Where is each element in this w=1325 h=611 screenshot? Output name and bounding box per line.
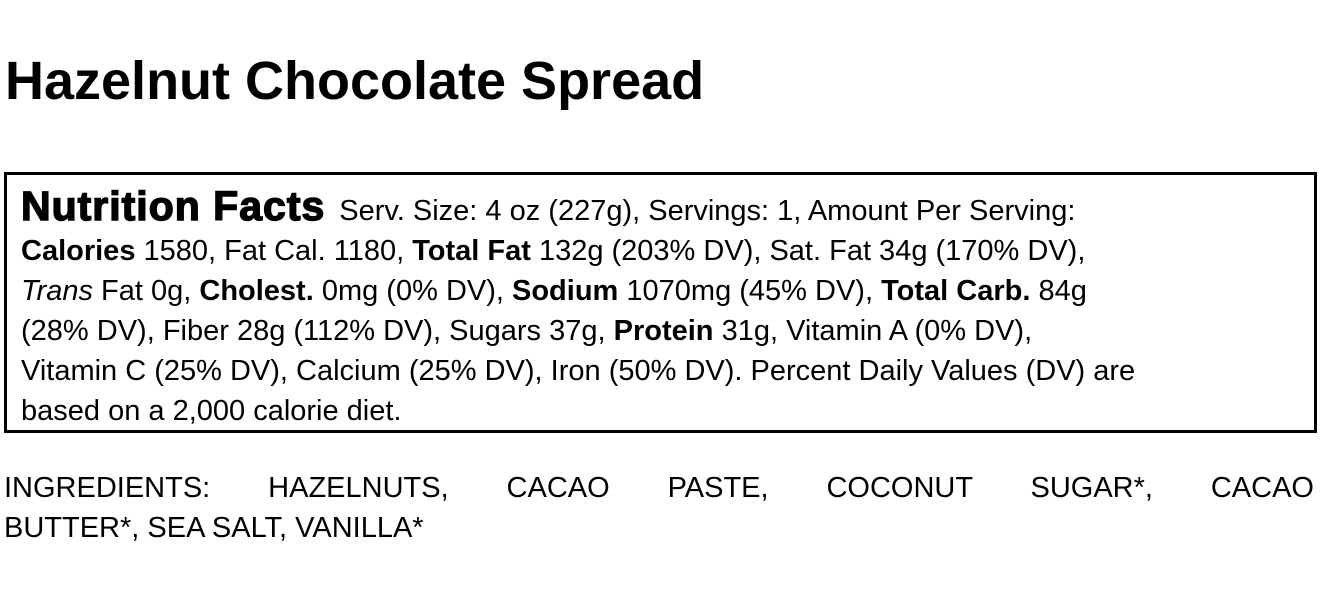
text-segment: 1070mg (45% DV),	[618, 275, 882, 307]
text-segment: 1580, Fat Cal. 1180,	[135, 235, 413, 267]
text-segment: 84g	[1030, 275, 1087, 307]
text-line: BUTTER*, SEA SALT, VANILLA*	[4, 512, 424, 544]
text-line: (28% DV), Fiber 28g (112% DV), Sugars 37…	[21, 311, 1308, 351]
text-segment: Sodium	[512, 275, 619, 307]
text-line: Nutrition Facts Serv. Size: 4 oz (227g), …	[20, 183, 1308, 231]
text-segment: Serv. Size: 4 oz (227g), Servings: 1, Am…	[339, 195, 1076, 227]
text-segment: 0mg (0% DV),	[313, 275, 512, 307]
text-segment: Protein	[613, 315, 714, 347]
nutrition-facts-panel: Nutrition Facts Serv. Size: 4 oz (227g), …	[4, 172, 1317, 433]
product-title: Hazelnut Chocolate Spread	[5, 51, 705, 111]
text-segment: Cholest.	[199, 275, 314, 307]
text-segment: Total Carb.	[881, 275, 1031, 307]
text-segment: Vitamin C (25% DV), Calcium (25% DV), Ir…	[21, 355, 1136, 387]
text-segment: Trans	[21, 275, 93, 307]
nutrition-facts-heading: Nutrition Facts	[20, 183, 326, 229]
text-segment: Fat 0g,	[92, 275, 200, 307]
text-segment: (28% DV), Fiber 28g (112% DV), Sugars 37…	[21, 315, 614, 347]
text-line: Trans Fat 0g, Cholest. 0mg (0% DV), Sodi…	[21, 271, 1308, 311]
text-line: based on a 2,000 calorie diet.	[21, 391, 1308, 431]
ingredients-text: INGREDIENTS: HAZELNUTS, CACAO PASTE, COC…	[4, 468, 1314, 548]
text-segment: Calories	[21, 235, 136, 267]
text-segment: Total Fat	[412, 235, 531, 267]
text-line: Vitamin C (25% DV), Calcium (25% DV), Ir…	[21, 351, 1308, 391]
text-line: Calories 1580, Fat Cal. 1180, Total Fat …	[21, 231, 1308, 271]
text-segment: 31g, Vitamin A (0% DV),	[713, 315, 1033, 347]
text-segment: 132g (203% DV), Sat. Fat 34g (170% DV),	[530, 235, 1086, 267]
nutrition-facts-text: Nutrition Facts Serv. Size: 4 oz (227g), …	[20, 183, 1308, 431]
text-line: INGREDIENTS: HAZELNUTS, CACAO PASTE, COC…	[4, 472, 1314, 504]
text-segment: based on a 2,000 calorie diet.	[21, 395, 402, 427]
